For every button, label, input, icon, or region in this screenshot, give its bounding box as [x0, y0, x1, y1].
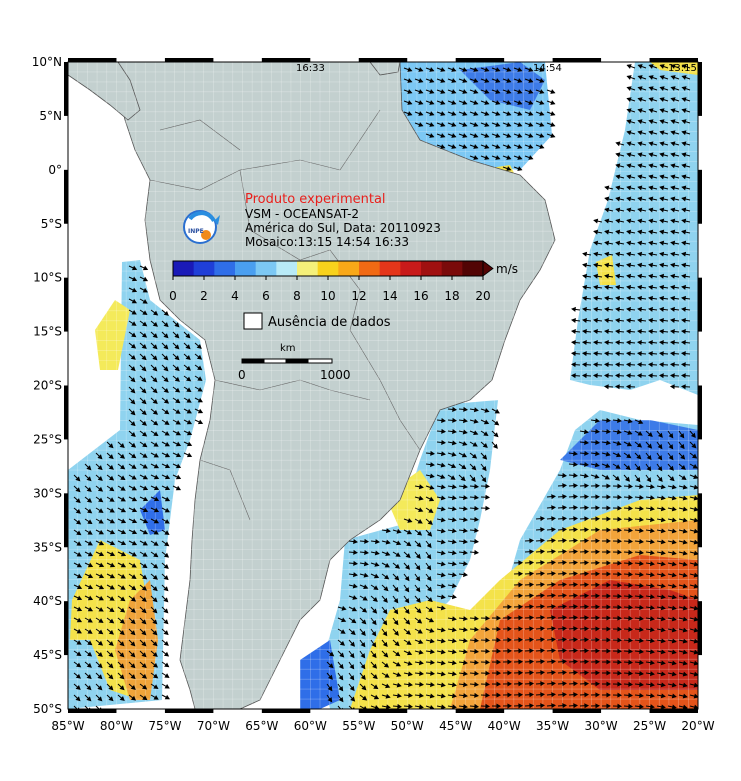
colorbar-segment [379, 261, 401, 276]
lat-label: 40°S [33, 594, 62, 608]
lon-label: 45°W [439, 719, 472, 733]
lat-label: 5°N [39, 109, 62, 123]
scale-bar [241, 358, 333, 364]
time-label-3: 13:15 [668, 63, 697, 74]
lat-label: 5°S [41, 217, 62, 231]
wind-speed-field [68, 62, 698, 709]
colorbar-segment [400, 261, 422, 276]
colorbar [172, 260, 494, 280]
lon-label: 70°W [197, 719, 230, 733]
colorbar-segment [297, 261, 319, 276]
lat-label: 30°S [33, 486, 62, 500]
lon-label: 25°W [633, 719, 666, 733]
colorbar-segment [441, 261, 463, 276]
colorbar-segment [359, 261, 381, 276]
nodata-swatch [243, 312, 263, 330]
colorbar-tick: 18 [444, 289, 460, 303]
map-grid [68, 62, 698, 709]
lon-label: 55°W [342, 719, 375, 733]
lat-label: 45°S [33, 648, 62, 662]
colorbar-units: m/s [496, 262, 518, 276]
colorbar-tick: 2 [200, 289, 208, 303]
colorbar-tick: 14 [382, 289, 398, 303]
legend-title: Produto experimental [245, 192, 386, 207]
legend-region-date: América do Sul, Data: 20110923 [245, 221, 441, 235]
lon-label: 35°W [536, 719, 569, 733]
lat-label: 0° [48, 163, 62, 177]
colorbar-segment [235, 261, 257, 276]
colorbar-segment [255, 261, 277, 276]
colorbar-tick: 10 [320, 289, 336, 303]
lat-label: 15°S [33, 325, 62, 339]
swath-west-orange [115, 580, 158, 700]
scale-unit: km [280, 343, 296, 354]
lat-label: 25°S [33, 432, 62, 446]
colorbar-tick: 12 [351, 289, 367, 303]
longitude-axis: 85°W 80°W 75°W 70°W 65°W 60°W 55°W 50°W 45°W 40°W… [51, 719, 714, 733]
colorbar-segment [173, 261, 195, 276]
colorbar-tick: 20 [475, 289, 491, 303]
country-borders [149, 109, 421, 521]
swath-east-yellow [596, 255, 616, 285]
lon-label: 30°W [585, 719, 618, 733]
lon-label: 65°W [245, 719, 278, 733]
colorbar-tick: 4 [231, 289, 239, 303]
lon-label: 50°W [391, 719, 424, 733]
colorbar-segment [317, 261, 339, 276]
frame-ticks [64, 58, 702, 713]
colorbar-segment [276, 261, 298, 276]
swath-east-north [570, 62, 698, 395]
inpe-logo: INPE [183, 210, 220, 244]
swath-south-blue2 [300, 640, 340, 709]
colorbar-tick: 6 [262, 289, 270, 303]
colorbar-tick: 8 [293, 289, 301, 303]
lat-label: 20°S [33, 379, 62, 393]
swath-caribbean-dark [460, 62, 545, 110]
time-label-2: 14:54 [533, 63, 562, 74]
lat-label: 10°S [33, 271, 62, 285]
colorbar-segment [338, 261, 360, 276]
swath-west-blue [140, 490, 165, 535]
swath-west-yellow [95, 300, 130, 370]
land-south-america [117, 62, 556, 709]
colorbar-segment [421, 261, 443, 276]
lon-label: 60°W [294, 719, 327, 733]
time-label-1: 16:33 [296, 63, 325, 74]
lon-label: 75°W [148, 719, 181, 733]
lat-label: 35°S [33, 540, 62, 554]
lat-label: 10°N [32, 55, 62, 69]
swath-south-yellow [385, 470, 440, 530]
land-central-america [68, 62, 141, 121]
scale-end: 1000 [320, 368, 351, 382]
wind-vectors [73, 64, 698, 709]
legend-satellite: VSM - OCEANSAT-2 [245, 207, 360, 221]
colorbar-segment [214, 261, 236, 276]
legend-mosaic: Mosaico:13:15 14:54 16:33 [245, 235, 409, 249]
inpe-logo-text: INPE [188, 228, 204, 235]
lon-label: 20°W [681, 719, 714, 733]
lon-label: 85°W [51, 719, 84, 733]
colorbar-segment [193, 261, 215, 276]
colorbar-tick: 16 [413, 289, 429, 303]
lon-label: 40°W [488, 719, 521, 733]
colorbar-segment [462, 261, 484, 276]
lon-label: 80°W [100, 719, 133, 733]
scale-start: 0 [238, 368, 246, 382]
land-caribbean-islands [369, 62, 401, 76]
latitude-axis: 10°N 5°N 0° 5°S 10°S 15°S 20°S 25°S 30°S 35°S 40°S… [32, 55, 62, 716]
lat-label: 50°S [33, 702, 62, 716]
colorbar-tick: 0 [169, 289, 177, 303]
nodata-label: Ausência de dados [268, 315, 391, 330]
